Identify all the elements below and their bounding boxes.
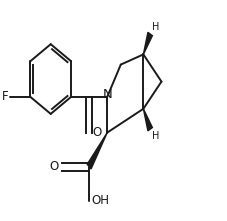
Polygon shape xyxy=(143,109,152,131)
Text: H: H xyxy=(152,22,160,32)
Text: H: H xyxy=(152,131,160,141)
Polygon shape xyxy=(143,32,152,54)
Polygon shape xyxy=(87,133,107,169)
Text: O: O xyxy=(50,160,59,173)
Text: F: F xyxy=(2,90,8,103)
Text: O: O xyxy=(93,126,102,139)
Text: OH: OH xyxy=(91,194,109,207)
Text: N: N xyxy=(102,88,112,101)
